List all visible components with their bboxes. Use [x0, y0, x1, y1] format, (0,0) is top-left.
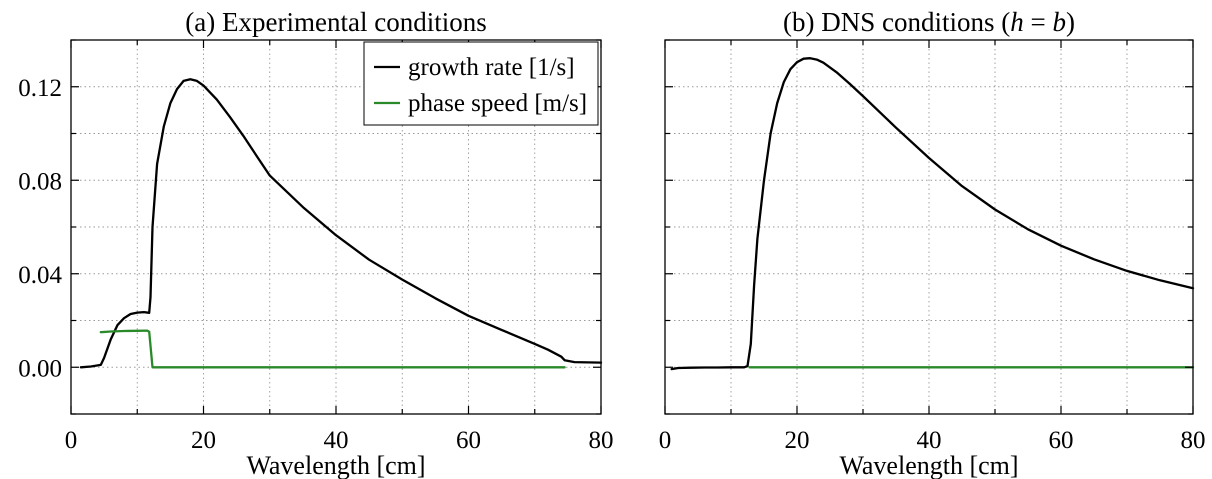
legend-box — [363, 41, 599, 126]
panel-a-title: (a) Experimental conditions — [185, 7, 486, 37]
x-tick-label: 20 — [191, 427, 216, 454]
legend-label-growth-rate: growth rate [1/s] — [408, 54, 575, 81]
panel-a-series — [79, 78, 603, 369]
x-tick-label: 0 — [659, 427, 672, 454]
panel-b-title-pre: (b) DNS conditions ( — [783, 7, 1010, 37]
series-line-phase-speed — [99, 329, 566, 369]
panel-b: 0 20 40 60 80 (b) DNS conditions (h = b) Wav… — [659, 7, 1206, 479]
legend: growth rate [1/s] phase speed [m/s] — [363, 41, 599, 126]
series-line-growth-rate — [670, 57, 1195, 371]
panel-b-series — [670, 57, 1195, 371]
panel-b-title: (b) DNS conditions (h = b) — [783, 7, 1075, 37]
x-tick-label: 80 — [589, 427, 614, 454]
y-tick-label: 0.04 — [18, 262, 62, 289]
x-tick-label: 0 — [65, 427, 78, 454]
panel-b-grid — [665, 40, 1193, 414]
panel-b-title-h: h — [1010, 7, 1024, 37]
panel-a: 0 20 40 60 80 0.00 0.04 0.08 0.12 (a) Experiment… — [18, 7, 613, 479]
panel-b-title-post: ) — [1066, 7, 1075, 37]
y-tick-label: 0.00 — [18, 355, 62, 382]
x-tick-label: 60 — [456, 427, 481, 454]
panel-b-ticks: 0 20 40 60 80 — [659, 39, 1206, 454]
series-line-growth-rate — [79, 78, 603, 369]
panel-a-xlabel: Wavelength [cm] — [246, 451, 425, 479]
panel-b-title-b: b — [1052, 7, 1066, 37]
panel-b-title-eq: = — [1024, 7, 1053, 37]
legend-label-phase-speed: phase speed [m/s] — [408, 90, 587, 117]
panel-b-frame — [664, 39, 1194, 415]
x-tick-label: 60 — [1049, 427, 1074, 454]
y-tick-label: 0.12 — [18, 75, 62, 102]
x-tick-label: 40 — [917, 427, 942, 454]
y-tick-label: 0.08 — [18, 168, 62, 195]
x-tick-label: 20 — [785, 427, 810, 454]
x-tick-label: 40 — [324, 427, 349, 454]
x-tick-label: 80 — [1181, 427, 1206, 454]
panel-b-xlabel: Wavelength [cm] — [839, 451, 1018, 479]
panel-a-ticks: 0 20 40 60 80 0.00 0.04 0.08 0.12 — [18, 39, 614, 454]
